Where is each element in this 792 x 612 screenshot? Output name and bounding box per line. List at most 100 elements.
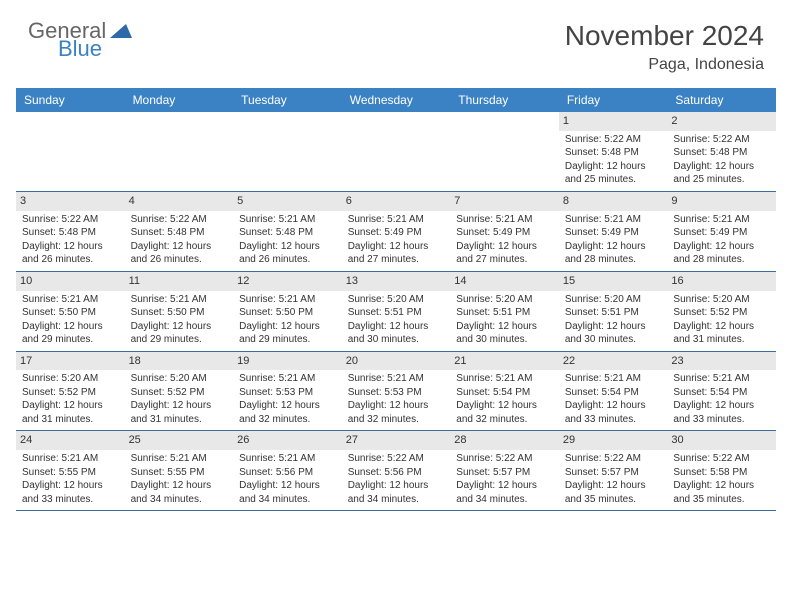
daylight-text: and 26 minutes.: [239, 253, 336, 267]
day-cell: 2Sunrise: 5:22 AMSunset: 5:48 PMDaylight…: [667, 112, 776, 191]
daylight-text: Daylight: 12 hours: [239, 479, 336, 493]
day-header: Friday: [559, 88, 668, 112]
daylight-text: Daylight: 12 hours: [565, 479, 662, 493]
sunrise-text: Sunrise: 5:22 AM: [456, 452, 553, 466]
day-number: 2: [667, 112, 776, 131]
day-cell: 6Sunrise: 5:21 AMSunset: 5:49 PMDaylight…: [342, 192, 451, 271]
sunset-text: Sunset: 5:49 PM: [565, 226, 662, 240]
day-cell: 19Sunrise: 5:21 AMSunset: 5:53 PMDayligh…: [233, 352, 342, 431]
day-cell: 17Sunrise: 5:20 AMSunset: 5:52 PMDayligh…: [16, 352, 125, 431]
day-number: [233, 112, 342, 131]
day-headers-row: Sunday Monday Tuesday Wednesday Thursday…: [16, 88, 776, 112]
page-title: November 2024: [565, 20, 764, 52]
header: General Blue November 2024 Paga, Indones…: [0, 0, 792, 80]
day-number: 10: [16, 272, 125, 291]
day-number: 24: [16, 431, 125, 450]
daylight-text: and 30 minutes.: [456, 333, 553, 347]
daylight-text: Daylight: 12 hours: [131, 479, 228, 493]
sunset-text: Sunset: 5:54 PM: [565, 386, 662, 400]
daylight-text: Daylight: 12 hours: [456, 479, 553, 493]
day-number: 30: [667, 431, 776, 450]
sunrise-text: Sunrise: 5:21 AM: [22, 452, 119, 466]
sunrise-text: Sunrise: 5:22 AM: [131, 213, 228, 227]
sunrise-text: Sunrise: 5:20 AM: [131, 372, 228, 386]
day-number: [342, 112, 451, 131]
sunset-text: Sunset: 5:49 PM: [673, 226, 770, 240]
sunset-text: Sunset: 5:48 PM: [565, 146, 662, 160]
daylight-text: Daylight: 12 hours: [456, 320, 553, 334]
daylight-text: Daylight: 12 hours: [673, 399, 770, 413]
day-cell: 18Sunrise: 5:20 AMSunset: 5:52 PMDayligh…: [125, 352, 234, 431]
day-header: Saturday: [667, 88, 776, 112]
calendar: Sunday Monday Tuesday Wednesday Thursday…: [0, 88, 792, 511]
sunrise-text: Sunrise: 5:20 AM: [456, 293, 553, 307]
day-number: [16, 112, 125, 131]
day-cell: 12Sunrise: 5:21 AMSunset: 5:50 PMDayligh…: [233, 272, 342, 351]
sunset-text: Sunset: 5:51 PM: [348, 306, 445, 320]
daylight-text: and 34 minutes.: [239, 493, 336, 507]
day-cell: 25Sunrise: 5:21 AMSunset: 5:55 PMDayligh…: [125, 431, 234, 510]
daylight-text: and 28 minutes.: [673, 253, 770, 267]
week-row: 17Sunrise: 5:20 AMSunset: 5:52 PMDayligh…: [16, 352, 776, 432]
day-number: 9: [667, 192, 776, 211]
sunset-text: Sunset: 5:58 PM: [673, 466, 770, 480]
daylight-text: Daylight: 12 hours: [565, 320, 662, 334]
day-cell: [450, 112, 559, 191]
day-cell: 13Sunrise: 5:20 AMSunset: 5:51 PMDayligh…: [342, 272, 451, 351]
sunset-text: Sunset: 5:52 PM: [22, 386, 119, 400]
day-number: 3: [16, 192, 125, 211]
daylight-text: Daylight: 12 hours: [565, 160, 662, 174]
sunrise-text: Sunrise: 5:20 AM: [22, 372, 119, 386]
day-header: Wednesday: [342, 88, 451, 112]
sunrise-text: Sunrise: 5:22 AM: [565, 452, 662, 466]
daylight-text: and 34 minutes.: [348, 493, 445, 507]
day-cell: 15Sunrise: 5:20 AMSunset: 5:51 PMDayligh…: [559, 272, 668, 351]
day-cell: 9Sunrise: 5:21 AMSunset: 5:49 PMDaylight…: [667, 192, 776, 271]
day-number: 16: [667, 272, 776, 291]
daylight-text: Daylight: 12 hours: [22, 240, 119, 254]
day-number: 28: [450, 431, 559, 450]
day-cell: [125, 112, 234, 191]
day-number: 15: [559, 272, 668, 291]
sunset-text: Sunset: 5:57 PM: [565, 466, 662, 480]
sunset-text: Sunset: 5:48 PM: [22, 226, 119, 240]
day-number: 12: [233, 272, 342, 291]
day-number: 19: [233, 352, 342, 371]
day-cell: 1Sunrise: 5:22 AMSunset: 5:48 PMDaylight…: [559, 112, 668, 191]
sunrise-text: Sunrise: 5:22 AM: [565, 133, 662, 147]
daylight-text: Daylight: 12 hours: [348, 320, 445, 334]
daylight-text: and 34 minutes.: [131, 493, 228, 507]
sunrise-text: Sunrise: 5:21 AM: [673, 213, 770, 227]
day-cell: 30Sunrise: 5:22 AMSunset: 5:58 PMDayligh…: [667, 431, 776, 510]
daylight-text: Daylight: 12 hours: [239, 399, 336, 413]
sunset-text: Sunset: 5:48 PM: [673, 146, 770, 160]
sunrise-text: Sunrise: 5:21 AM: [239, 293, 336, 307]
daylight-text: and 31 minutes.: [131, 413, 228, 427]
daylight-text: and 31 minutes.: [22, 413, 119, 427]
daylight-text: and 34 minutes.: [456, 493, 553, 507]
day-cell: [16, 112, 125, 191]
day-header: Sunday: [16, 88, 125, 112]
sunset-text: Sunset: 5:48 PM: [239, 226, 336, 240]
day-cell: 10Sunrise: 5:21 AMSunset: 5:50 PMDayligh…: [16, 272, 125, 351]
sunset-text: Sunset: 5:53 PM: [348, 386, 445, 400]
sunrise-text: Sunrise: 5:21 AM: [456, 372, 553, 386]
week-row: 3Sunrise: 5:22 AMSunset: 5:48 PMDaylight…: [16, 192, 776, 272]
daylight-text: Daylight: 12 hours: [22, 320, 119, 334]
daylight-text: Daylight: 12 hours: [239, 240, 336, 254]
sunrise-text: Sunrise: 5:21 AM: [239, 372, 336, 386]
sunrise-text: Sunrise: 5:22 AM: [673, 133, 770, 147]
day-cell: 22Sunrise: 5:21 AMSunset: 5:54 PMDayligh…: [559, 352, 668, 431]
sunset-text: Sunset: 5:48 PM: [131, 226, 228, 240]
day-cell: 4Sunrise: 5:22 AMSunset: 5:48 PMDaylight…: [125, 192, 234, 271]
sunrise-text: Sunrise: 5:21 AM: [22, 293, 119, 307]
daylight-text: Daylight: 12 hours: [131, 240, 228, 254]
day-cell: 21Sunrise: 5:21 AMSunset: 5:54 PMDayligh…: [450, 352, 559, 431]
day-number: 25: [125, 431, 234, 450]
day-cell: 24Sunrise: 5:21 AMSunset: 5:55 PMDayligh…: [16, 431, 125, 510]
sunrise-text: Sunrise: 5:21 AM: [456, 213, 553, 227]
sunset-text: Sunset: 5:50 PM: [131, 306, 228, 320]
daylight-text: Daylight: 12 hours: [673, 479, 770, 493]
day-number: 22: [559, 352, 668, 371]
daylight-text: and 29 minutes.: [22, 333, 119, 347]
